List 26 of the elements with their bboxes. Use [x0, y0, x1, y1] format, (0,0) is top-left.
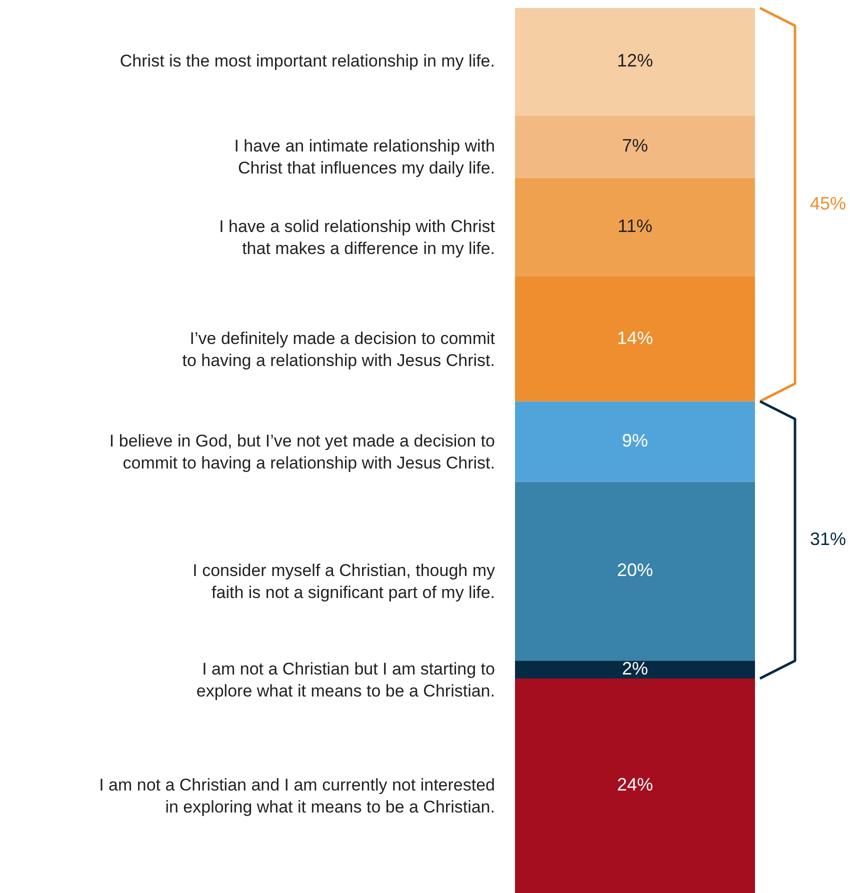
series-label: I have a solid relationship with Christ that makes a difference in my life. — [219, 217, 496, 258]
data-label: 12% — [616, 50, 654, 71]
bar — [515, 660, 755, 678]
bar — [515, 401, 755, 482]
data-label: 24% — [616, 774, 654, 795]
series-label: I believe in God, but I’ve not yet made a decision to commit to having a relationship with Jesus Christ. — [109, 432, 495, 473]
series-label: I’ve definitely made a decision to commit to having a relationship with Jesus Christ. — [182, 328, 496, 370]
data-label: 9% — [622, 430, 648, 451]
series-label: Christ is the most important relationship in my life. — [120, 52, 495, 71]
series-label: I consider myself a Christian, though my faith is not a significant part of my life. — [192, 561, 496, 602]
bar — [515, 482, 755, 661]
data-label: 11% — [618, 216, 652, 236]
series-label: I have an intimate relationship with Christ that influences my daily life. — [234, 136, 495, 178]
series-label: I am not a Christian and I am currently not interested in exploring what it means to be a Christian. — [99, 776, 495, 817]
bar — [515, 8, 755, 116]
bar — [515, 115, 755, 178]
data-label: 7% — [622, 136, 648, 156]
text: 31% — [810, 528, 846, 549]
data-label: 2% — [622, 658, 648, 679]
bar — [515, 678, 755, 893]
data-label: 20% — [616, 560, 654, 580]
bar — [515, 178, 755, 276]
data-label: 14% — [616, 328, 654, 348]
series-label: I am not a Christian but I am starting to explore what it means to be a Christian. — [196, 660, 495, 701]
bar — [515, 276, 755, 402]
text: 45% — [810, 194, 846, 214]
